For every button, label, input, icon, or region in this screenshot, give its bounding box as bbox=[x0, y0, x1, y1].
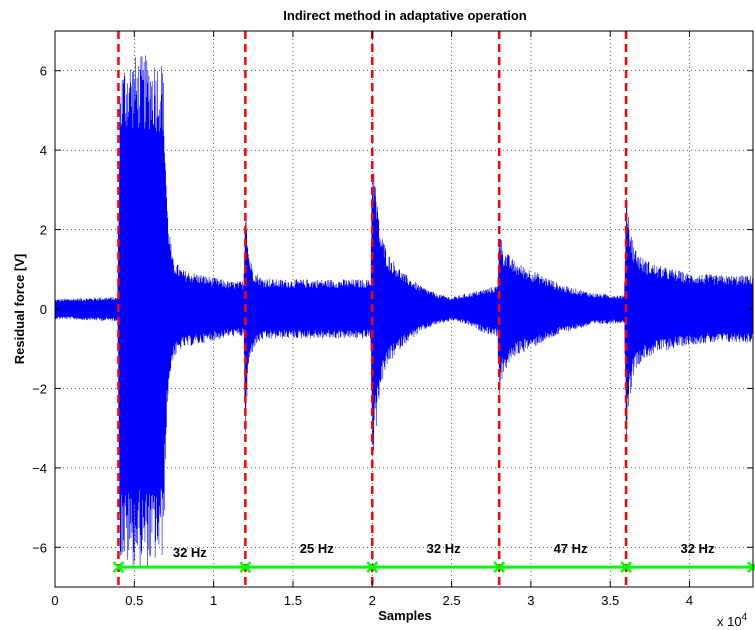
x-tick-label-4: 2 bbox=[369, 593, 376, 608]
axis-ticks: 0 0.5 1 1.5 2 2.5 3 3.5 4 −6 −4 −2 0 2 4 6 bbox=[32, 31, 753, 608]
x-tick-label-3: 1.5 bbox=[284, 593, 302, 608]
x-axis-multiplier-base: x 10 bbox=[717, 614, 742, 629]
chart-title: Indirect method in adaptative operation bbox=[283, 8, 526, 23]
frequency-switch-lines bbox=[117, 31, 628, 587]
x-axis-multiplier: x 104 bbox=[717, 612, 748, 629]
x-tick-label-1: 0.5 bbox=[125, 593, 143, 608]
y-tick-label-2: −2 bbox=[32, 381, 47, 396]
x-axis-title: Samples bbox=[378, 608, 431, 623]
frequency-line bbox=[112, 561, 755, 574]
segment-label-1: 25 Hz bbox=[300, 541, 334, 556]
x-tick-label-6: 3 bbox=[527, 593, 534, 608]
segment-label-0: 32 Hz bbox=[173, 545, 207, 560]
frequency-marker-4 bbox=[620, 561, 632, 574]
frequency-marker-1 bbox=[239, 561, 252, 574]
segment-label-2: 32 Hz bbox=[427, 541, 461, 556]
y-tick-label-1: −4 bbox=[32, 461, 47, 476]
y-tick-label-0: −6 bbox=[32, 540, 47, 555]
segment-label-4: 32 Hz bbox=[680, 541, 714, 556]
frequency-marker-2 bbox=[366, 561, 379, 574]
signal-line bbox=[54, 55, 754, 567]
frequency-marker-0 bbox=[112, 561, 125, 574]
y-tick-label-6: 6 bbox=[40, 64, 47, 79]
x-tick-label-7: 3.5 bbox=[601, 593, 619, 608]
segment-labels: 32 Hz 25 Hz 32 Hz 47 Hz 32 Hz bbox=[173, 541, 715, 560]
x-tick-label-8: 4 bbox=[686, 593, 693, 608]
y-tick-label-4: 2 bbox=[40, 223, 47, 238]
segment-label-3: 47 Hz bbox=[554, 541, 588, 556]
y-tick-label-5: 4 bbox=[40, 143, 47, 158]
x-axis-multiplier-exponent: 4 bbox=[742, 612, 748, 623]
signal-series bbox=[54, 55, 754, 567]
x-tick-label-2: 1 bbox=[210, 593, 217, 608]
y-tick-label-3: 0 bbox=[40, 302, 47, 317]
x-tick-label-0: 0 bbox=[51, 593, 58, 608]
y-axis-title: Residual force [V] bbox=[12, 254, 27, 365]
frequency-marker-3 bbox=[493, 561, 506, 574]
x-tick-label-5: 2.5 bbox=[443, 593, 461, 608]
